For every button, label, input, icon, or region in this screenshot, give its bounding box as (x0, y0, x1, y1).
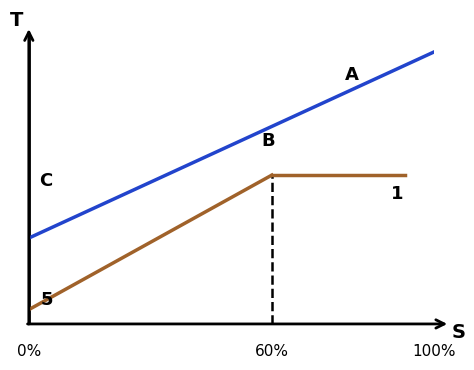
Text: B: B (262, 132, 275, 150)
Text: S: S (451, 323, 465, 342)
Text: A: A (345, 66, 359, 84)
Text: 60%: 60% (255, 344, 289, 359)
Text: 1: 1 (392, 185, 404, 203)
Text: 0%: 0% (17, 344, 41, 359)
Text: 100%: 100% (412, 344, 456, 359)
Text: C: C (39, 172, 52, 190)
Text: T: T (10, 11, 23, 30)
Text: 5: 5 (41, 290, 54, 309)
